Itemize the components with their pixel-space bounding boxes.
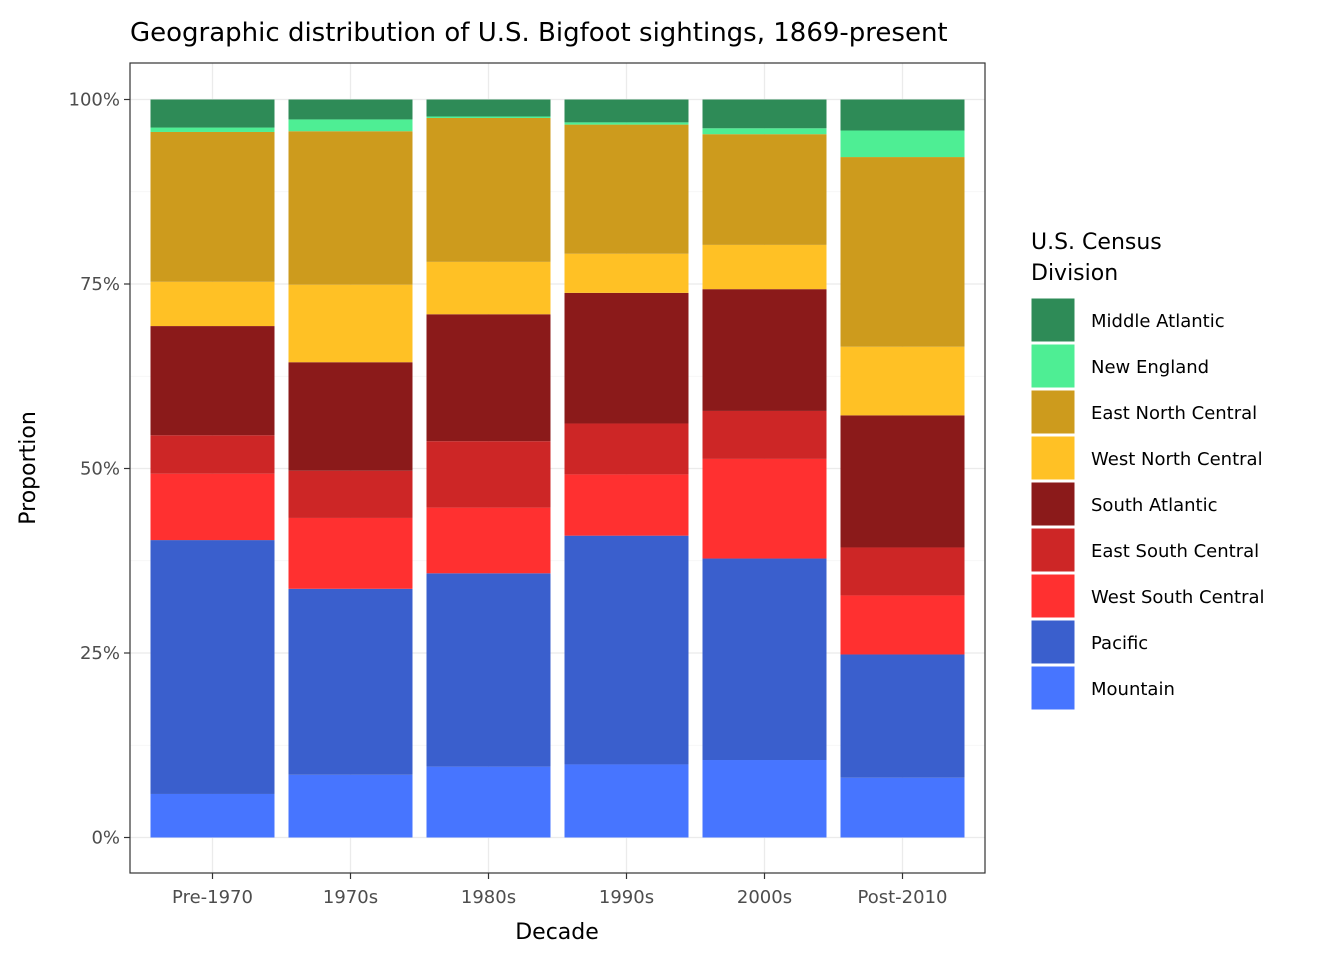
bar-segment	[564, 423, 689, 475]
bar-segment	[564, 124, 689, 254]
bar-segment	[288, 99, 413, 120]
bar-segment	[150, 540, 275, 794]
bar-segment	[564, 122, 689, 125]
x-tick-label: 1980s	[461, 887, 516, 908]
bar-segment	[426, 117, 551, 262]
bar-segment	[564, 253, 689, 293]
bar-segment	[426, 314, 551, 442]
bar-segment	[150, 793, 275, 838]
legend-key	[1030, 619, 1076, 665]
bar-segment	[840, 595, 965, 655]
bar-segment	[150, 435, 275, 474]
bar-segment	[702, 128, 827, 135]
legend-label: East South Central	[1091, 541, 1259, 562]
bar-segment	[840, 415, 965, 548]
bar-segment	[288, 131, 413, 285]
bar-segment	[564, 292, 689, 424]
legend-key	[1030, 435, 1076, 481]
legend-key	[1030, 573, 1076, 619]
bar-segment	[426, 507, 551, 574]
bar-segment	[288, 119, 413, 132]
legend-key	[1030, 527, 1076, 573]
legend-label: East North Central	[1091, 403, 1257, 424]
bar-segment	[702, 134, 827, 245]
x-axis-label: Decade	[515, 920, 599, 945]
bar-segment	[702, 410, 827, 459]
bar-segment	[840, 99, 965, 131]
y-tick-label: 0%	[91, 828, 120, 849]
legend-key	[1030, 481, 1076, 527]
bar-segment	[150, 281, 275, 327]
bar-segment	[702, 99, 827, 129]
bar-segment	[150, 473, 275, 541]
legend-label: Pacific	[1091, 633, 1148, 654]
y-axis-label: Proportion	[16, 411, 41, 525]
bar-segment	[840, 547, 965, 596]
bar-segment	[840, 130, 965, 158]
bars	[150, 99, 965, 838]
bar-segment	[288, 517, 413, 589]
x-tick-label: 1990s	[599, 887, 654, 908]
legend-label: New England	[1091, 357, 1209, 378]
bar-segment	[288, 470, 413, 518]
legend-label: Middle Atlantic	[1091, 311, 1225, 332]
y-axis: 0% 25% 50% 75% 100%	[69, 90, 130, 849]
legend-key	[1030, 389, 1076, 435]
bar-segment	[840, 777, 965, 838]
bar-segment	[564, 535, 689, 765]
bar-segment	[840, 157, 965, 347]
bar-segment	[702, 458, 827, 559]
legend-label: Mountain	[1091, 679, 1175, 700]
legend-label: West South Central	[1091, 587, 1265, 608]
bar-segment	[288, 588, 413, 775]
legend-key	[1030, 297, 1076, 343]
bar-segment	[426, 441, 551, 508]
bar-segment	[426, 261, 551, 315]
x-tick-label: Pre-1970	[172, 887, 253, 908]
bar-segment	[702, 244, 827, 290]
legend-label: West North Central	[1091, 449, 1263, 470]
bar-segment	[150, 127, 275, 132]
bar-segment	[840, 654, 965, 778]
y-tick-label: 100%	[69, 90, 120, 111]
y-tick-label: 75%	[80, 274, 120, 295]
bar-segment	[288, 774, 413, 838]
bar-segment	[564, 474, 689, 536]
x-tick-label: 2000s	[737, 887, 792, 908]
bar-segment	[288, 284, 413, 363]
x-axis: Pre-1970 1970s 1980s 1990s 2000s Post-2010	[172, 873, 947, 908]
chart-title: Geographic distribution of U.S. Bigfoot …	[130, 18, 948, 48]
bar-segment	[426, 116, 551, 118]
bar-segment	[150, 99, 275, 128]
bar-segment	[288, 362, 413, 471]
x-tick-label: Post-2010	[858, 887, 948, 908]
bar-segment	[702, 289, 827, 411]
y-tick-label: 25%	[80, 643, 120, 664]
bar-segment	[426, 99, 551, 117]
bar-segment	[702, 760, 827, 838]
bar-segment	[564, 764, 689, 838]
bar-segment	[150, 131, 275, 282]
bar-segment	[426, 766, 551, 838]
bar-segment	[564, 99, 689, 123]
y-tick-label: 50%	[80, 459, 120, 480]
legend: U.S. Census Division Middle Atlantic New En…	[1030, 230, 1265, 711]
legend-key	[1030, 343, 1076, 389]
bar-segment	[426, 573, 551, 767]
bar-segment	[840, 346, 965, 416]
legend-title: U.S. Census Division	[1031, 230, 1162, 286]
bar-segment	[150, 326, 275, 436]
x-tick-label: 1970s	[323, 887, 378, 908]
legend-label: South Atlantic	[1091, 495, 1217, 516]
bar-segment	[702, 558, 827, 761]
legend-key	[1030, 665, 1076, 711]
